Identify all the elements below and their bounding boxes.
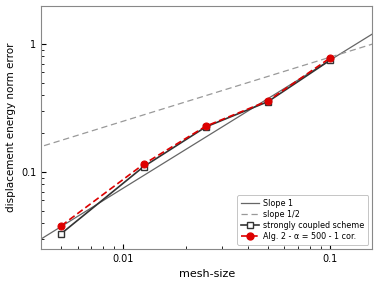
X-axis label: mesh-size: mesh-size (179, 269, 235, 280)
Legend: Slope 1, slope 1/2, strongly coupled scheme, Alg. 2 - α = 500 - 1 cor.: Slope 1, slope 1/2, strongly coupled sch… (237, 195, 369, 245)
Y-axis label: displacement energy norm error: displacement energy norm error (6, 42, 15, 212)
